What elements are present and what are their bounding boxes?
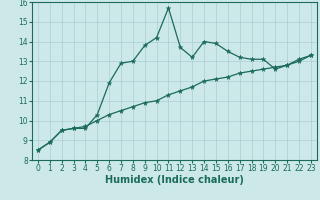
X-axis label: Humidex (Indice chaleur): Humidex (Indice chaleur): [105, 175, 244, 185]
